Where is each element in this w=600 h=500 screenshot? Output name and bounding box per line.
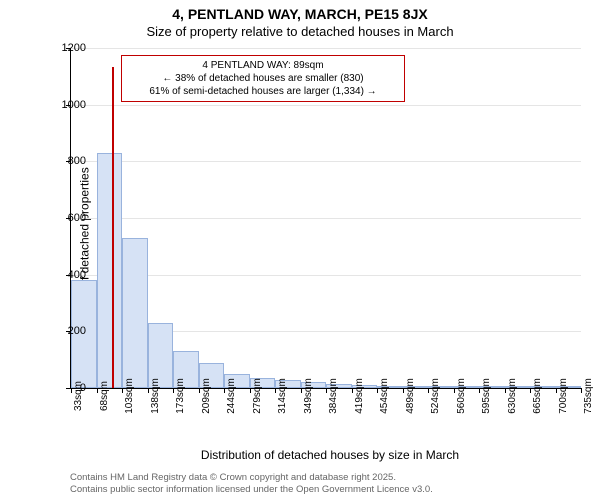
x-tick-mark [352,388,353,393]
x-tick-label: 138sqm [150,378,161,414]
footer-attribution: Contains HM Land Registry data © Crown c… [70,472,433,496]
x-tick-label: 33sqm [73,381,84,411]
x-tick-mark [377,388,378,393]
chart-title-main: 4, PENTLAND WAY, MARCH, PE15 8JX [0,6,600,22]
grid-line [71,161,581,162]
annotation-line: 4 PENTLAND WAY: 89sqm [128,59,398,72]
y-tick-label: 1000 [46,99,86,111]
grid-line [71,275,581,276]
x-tick-label: 419sqm [354,378,365,414]
x-tick-label: 454sqm [379,378,390,414]
x-tick-mark [556,388,557,393]
x-axis-label: Distribution of detached houses by size … [70,448,590,462]
grid-line [71,218,581,219]
x-tick-mark [173,388,174,393]
x-tick-mark [97,388,98,393]
x-tick-mark [530,388,531,393]
x-tick-label: 630sqm [507,378,518,414]
x-tick-label: 560sqm [456,378,467,414]
x-tick-mark [505,388,506,393]
x-tick-label: 244sqm [226,378,237,414]
y-tick-label: 800 [46,155,86,167]
x-tick-label: 735sqm [583,378,594,414]
x-tick-label: 103sqm [124,378,135,414]
chart-title-sub: Size of property relative to detached ho… [0,24,600,39]
x-tick-mark [479,388,480,393]
x-tick-mark [454,388,455,393]
y-tick-label: 400 [46,269,86,281]
x-tick-mark [250,388,251,393]
x-tick-label: 524sqm [430,378,441,414]
x-tick-mark [301,388,302,393]
annotation-callout: 4 PENTLAND WAY: 89sqm← 38% of detached h… [121,55,405,102]
x-tick-label: 68sqm [99,381,110,411]
x-tick-label: 700sqm [558,378,569,414]
x-tick-mark [199,388,200,393]
x-tick-label: 489sqm [405,378,416,414]
x-tick-mark [224,388,225,393]
x-tick-mark [326,388,327,393]
x-tick-mark [122,388,123,393]
reference-marker-line [112,67,114,388]
x-tick-label: 665sqm [532,378,543,414]
chart-container: 4, PENTLAND WAY, MARCH, PE15 8JX Size of… [0,0,600,500]
histogram-bar [97,153,123,388]
grid-line [71,48,581,49]
x-tick-label: 173sqm [175,378,186,414]
x-tick-mark [148,388,149,393]
x-tick-label: 314sqm [277,378,288,414]
annotation-line: ← 38% of detached houses are smaller (83… [128,72,398,85]
footer-line-2: Contains public sector information licen… [70,484,433,496]
x-tick-label: 384sqm [328,378,339,414]
x-tick-mark [275,388,276,393]
x-tick-mark [581,388,582,393]
plot-area: 4 PENTLAND WAY: 89sqm← 38% of detached h… [70,48,581,389]
y-tick-label: 1200 [46,42,86,54]
x-tick-label: 279sqm [252,378,263,414]
x-tick-label: 349sqm [303,378,314,414]
y-tick-label: 200 [46,325,86,337]
footer-line-1: Contains HM Land Registry data © Crown c… [70,472,433,484]
x-tick-label: 209sqm [201,378,212,414]
grid-line [71,105,581,106]
y-tick-label: 600 [46,212,86,224]
x-tick-mark [403,388,404,393]
x-tick-mark [428,388,429,393]
x-tick-label: 595sqm [481,378,492,414]
annotation-line: 61% of semi-detached houses are larger (… [128,85,398,98]
histogram-bar [122,238,148,388]
